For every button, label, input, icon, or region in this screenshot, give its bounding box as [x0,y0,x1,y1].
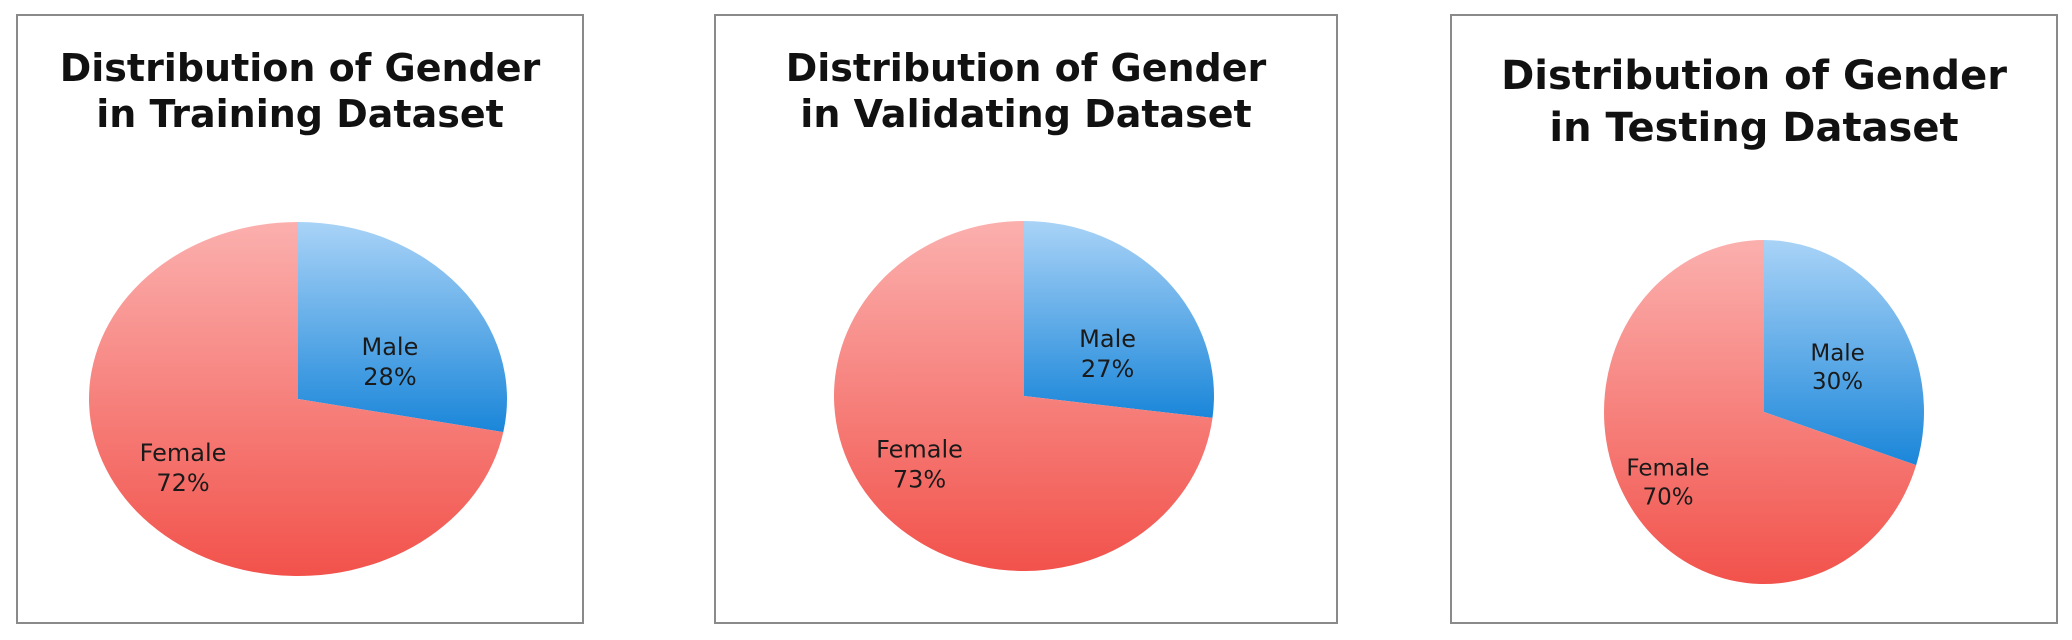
pie-slice-female [833,221,1213,571]
slice-label-male: Male [362,333,419,361]
slice-value-female: 70% [1642,484,1693,510]
chart-title: Distribution of Gender in Training Datas… [59,46,541,136]
chart-panel-validating: Distribution of Gender in Validating Dat… [714,14,1338,624]
chart-title: Distribution of Gender in Validating Dat… [785,46,1267,136]
pie-slice-male [1764,239,1925,466]
slice-value-male: 28% [363,363,416,391]
pie-slice-male [298,222,508,433]
chart-panel-testing: Distribution of Gender in Testing Datase… [1450,14,2058,624]
slice-label-female: Female [1626,456,1709,482]
chart-title: Distribution of Gender in Testing Datase… [1501,53,2007,151]
slice-value-male: 30% [1812,369,1863,395]
slice-label-female: Female [140,439,227,467]
pie-slice-female [89,222,504,576]
slice-label-male: Male [1810,340,1864,366]
pie-slice-male [1024,221,1214,418]
chart-panel-training: Distribution of Gender in Training Datas… [16,14,584,624]
slice-value-female: 73% [893,465,946,493]
slice-value-female: 72% [156,469,209,497]
slice-label-male: Male [1079,325,1136,353]
slice-label-female: Female [876,435,963,463]
pie-slice-female [1604,240,1917,584]
slice-value-male: 27% [1081,355,1134,383]
